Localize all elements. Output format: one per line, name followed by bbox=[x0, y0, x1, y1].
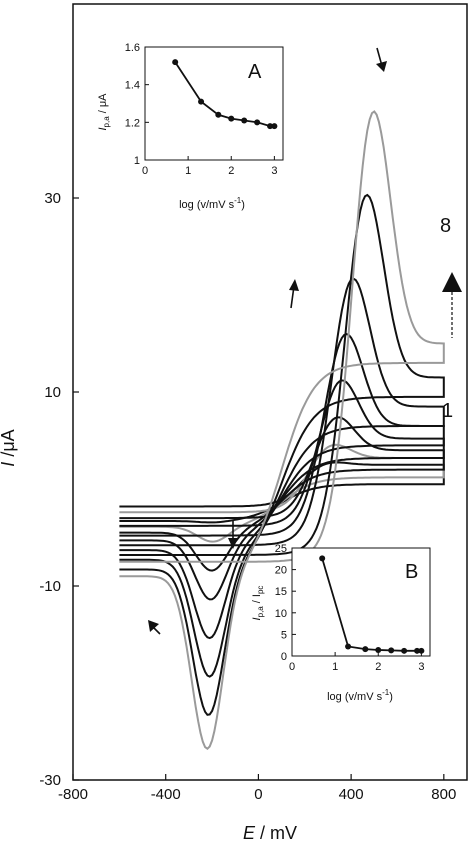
cv-curve-7 bbox=[119, 193, 445, 716]
y-tick-label: -30 bbox=[39, 772, 61, 789]
inset-b-y-symbol: I bbox=[251, 617, 263, 620]
inset-a-frame bbox=[144, 46, 284, 161]
curve-label-8: 8 bbox=[440, 215, 451, 237]
inset-data-point bbox=[198, 98, 205, 105]
inset-x-tick-label: 1 bbox=[332, 661, 338, 673]
x-tick-label: -800 bbox=[58, 786, 88, 803]
inset-data-point bbox=[345, 643, 352, 650]
inset-y-tick-label: 0 bbox=[281, 651, 287, 663]
scan-direction-arrow-return bbox=[148, 620, 161, 635]
inset-data-point bbox=[401, 647, 408, 654]
inset-a-content: 0 1 2 311.21.41.6 bbox=[125, 42, 278, 177]
scan-direction-arrow-cathodic bbox=[228, 520, 238, 549]
inset-a-x-text: log (v/mV s bbox=[179, 199, 235, 211]
inset-data-point bbox=[388, 647, 395, 654]
inset-data-point bbox=[418, 647, 425, 654]
inset-a-x-end: ) bbox=[241, 199, 245, 211]
inset-b-y-separator: / I bbox=[251, 594, 263, 606]
inset-y-tick-label: 1.2 bbox=[125, 117, 140, 129]
inset-a-y-subscript: p,a bbox=[102, 116, 111, 128]
x-tick-label: 800 bbox=[431, 786, 456, 803]
x-axis-symbol: E bbox=[243, 823, 256, 843]
inset-y-tick-label: 10 bbox=[275, 608, 287, 620]
y-tick-label: 30 bbox=[44, 190, 61, 207]
inset-x-tick-label: 0 bbox=[142, 165, 148, 177]
inset-b-content: 0 1 2 3 0 5 10 15 20 25 bbox=[275, 543, 425, 673]
inset-data-point bbox=[228, 115, 235, 122]
cv-curve-8 bbox=[119, 110, 445, 750]
inset-b-frame bbox=[291, 547, 431, 657]
cv-curve-4 bbox=[119, 379, 445, 601]
inset-b-x-title: log (v/mV s-1) bbox=[327, 688, 393, 703]
scan-rate-increase-arrow bbox=[442, 272, 462, 338]
x-tick-label: 400 bbox=[339, 786, 364, 803]
y-axis-title: I /μA bbox=[0, 429, 18, 466]
inset-data-point bbox=[414, 647, 421, 654]
inset-b-letter: B bbox=[405, 561, 418, 583]
inset-a-y-title: Ip,a / μA bbox=[97, 93, 111, 131]
inset-b-x-text: log (v/mV s bbox=[327, 691, 383, 703]
inset-b: B Ip,a / Ipc log (v/mV s-1) 0 1 2 3 0 5 10 15 20… bbox=[251, 543, 431, 703]
inset-data-point bbox=[254, 119, 261, 126]
inset-x-tick-label: 2 bbox=[375, 661, 381, 673]
inset-b-y-subscript: p,a bbox=[256, 606, 265, 618]
cv-curve-5 bbox=[119, 333, 445, 640]
inset-y-tick-label: 5 bbox=[281, 629, 287, 641]
inset-a-x-title: log (v/mV s-1) bbox=[179, 196, 245, 211]
scan-direction-arrow-top bbox=[376, 47, 387, 72]
x-tick-label: -400 bbox=[151, 786, 181, 803]
inset-data-point bbox=[172, 59, 179, 66]
inset-data-point bbox=[362, 646, 369, 653]
inset-y-tick-label: 15 bbox=[275, 586, 287, 598]
inset-y-tick-label: 1 bbox=[134, 155, 140, 167]
y-tick-label: 10 bbox=[44, 384, 61, 401]
x-tick-label: 0 bbox=[254, 786, 262, 803]
x-axis-unit: / mV bbox=[255, 823, 297, 843]
inset-x-tick-label: 3 bbox=[418, 661, 424, 673]
inset-x-tick-label: 0 bbox=[289, 661, 295, 673]
inset-a-letter: A bbox=[248, 61, 262, 83]
inset-x-tick-label: 3 bbox=[271, 165, 277, 177]
cv-curve-3 bbox=[119, 416, 445, 572]
inset-a-y-unit: / μA bbox=[97, 93, 109, 117]
inset-data-point bbox=[241, 117, 248, 124]
x-axis-title: E / mV bbox=[243, 823, 297, 843]
y-axis-symbol: I bbox=[0, 462, 18, 467]
inset-a-y-symbol: I bbox=[97, 127, 109, 130]
inset-b-x-superscript: -1 bbox=[382, 688, 390, 697]
inset-y-tick-label: 1.6 bbox=[125, 42, 140, 54]
inset-data-point bbox=[375, 646, 382, 653]
inset-data-point bbox=[319, 555, 326, 562]
inset-b-y-subscript-2: pc bbox=[256, 586, 265, 594]
inset-y-tick-label: 1.4 bbox=[125, 80, 140, 92]
inset-a: A Ip,a / μA log (v/mV s-1) 0 1 2 311.21.41.… bbox=[97, 42, 284, 211]
cv-curve-6 bbox=[119, 277, 445, 678]
cv-curves bbox=[119, 110, 445, 750]
scan-direction-arrow-anodic bbox=[289, 279, 299, 309]
inset-data-point bbox=[267, 123, 274, 130]
inset-b-x-end: ) bbox=[389, 691, 393, 703]
inset-data-point bbox=[271, 123, 278, 130]
curve-label-1: 1 bbox=[442, 400, 453, 422]
inset-y-tick-label: 20 bbox=[275, 565, 287, 577]
y-axis-unit: /μA bbox=[0, 429, 18, 461]
inset-data-point bbox=[215, 111, 222, 118]
y-tick-label: -10 bbox=[39, 578, 61, 595]
inset-x-tick-label: 2 bbox=[228, 165, 234, 177]
inset-y-tick-label: 25 bbox=[275, 543, 287, 555]
inset-b-y-title: Ip,a / Ipc bbox=[251, 586, 265, 621]
inset-x-tick-label: 1 bbox=[185, 165, 191, 177]
inset-a-x-superscript: -1 bbox=[234, 196, 242, 205]
